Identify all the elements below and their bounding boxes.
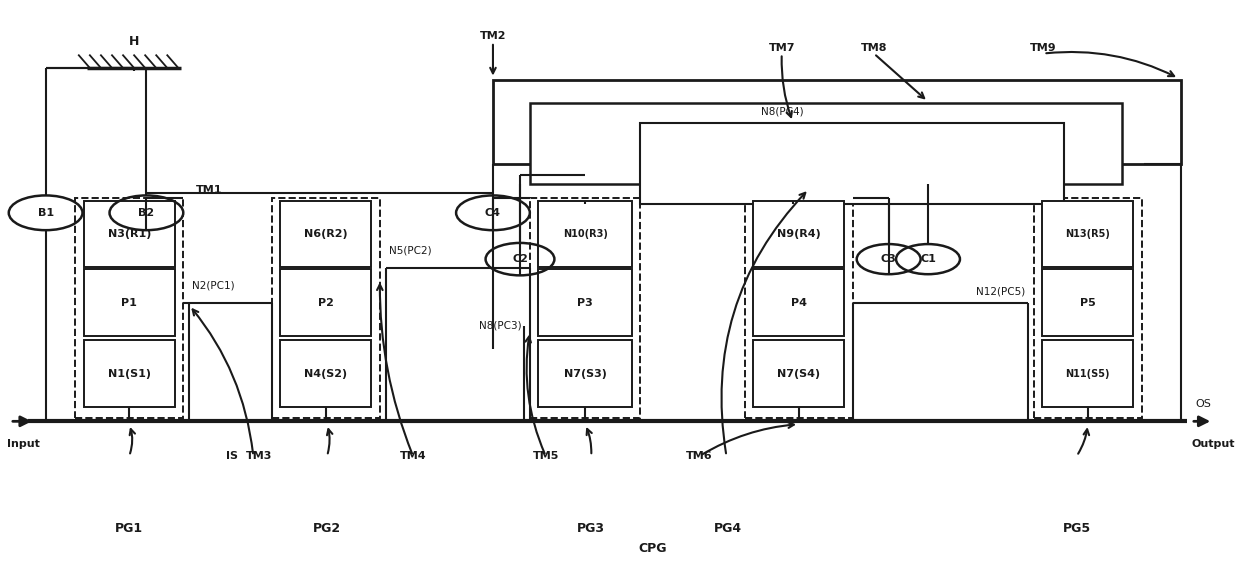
- Text: P4: P4: [791, 297, 807, 307]
- Bar: [754, 201, 844, 267]
- Text: P2: P2: [317, 297, 334, 307]
- Text: B1: B1: [37, 208, 53, 218]
- Bar: [745, 198, 853, 418]
- Text: Output: Output: [1192, 439, 1235, 449]
- Bar: [84, 269, 175, 336]
- Text: P5: P5: [1080, 297, 1096, 307]
- Bar: [1034, 198, 1142, 418]
- Text: PG2: PG2: [312, 522, 341, 535]
- Text: TM6: TM6: [686, 451, 713, 461]
- Text: N10(R3): N10(R3): [563, 229, 608, 239]
- Text: OS: OS: [1195, 399, 1211, 409]
- Text: TM4: TM4: [399, 451, 427, 461]
- Text: P3: P3: [578, 297, 593, 307]
- Bar: [640, 123, 1064, 204]
- Text: PG4: PG4: [714, 522, 742, 535]
- Text: N3(R1): N3(R1): [108, 229, 151, 239]
- Text: C4: C4: [485, 208, 501, 218]
- Bar: [84, 201, 175, 267]
- Text: C1: C1: [920, 254, 936, 264]
- Bar: [1043, 201, 1133, 267]
- Text: C2: C2: [512, 254, 528, 264]
- Text: TM2: TM2: [480, 31, 506, 41]
- Text: TM1: TM1: [196, 184, 222, 194]
- Text: P1: P1: [122, 297, 138, 307]
- Bar: [529, 103, 1122, 184]
- Bar: [84, 340, 175, 407]
- Text: IS: IS: [227, 451, 238, 461]
- Text: N1(S1): N1(S1): [108, 368, 151, 379]
- Text: N8(PC4): N8(PC4): [761, 107, 804, 116]
- Text: N6(R2): N6(R2): [304, 229, 347, 239]
- Bar: [280, 340, 371, 407]
- Text: N2(PC1): N2(PC1): [192, 280, 234, 290]
- Bar: [538, 340, 632, 407]
- Text: N12(PC5): N12(PC5): [976, 286, 1025, 296]
- Text: Input: Input: [7, 439, 40, 449]
- Text: N5(PC2): N5(PC2): [388, 246, 432, 255]
- Bar: [1043, 340, 1133, 407]
- Text: TM8: TM8: [861, 42, 887, 53]
- Text: B2: B2: [139, 208, 155, 218]
- Text: TM7: TM7: [769, 42, 795, 53]
- Bar: [529, 198, 640, 418]
- Bar: [754, 269, 844, 336]
- Bar: [1043, 269, 1133, 336]
- Text: N8(PC3): N8(PC3): [479, 321, 521, 331]
- Bar: [538, 269, 632, 336]
- Bar: [494, 80, 1182, 164]
- Text: TM3: TM3: [247, 451, 273, 461]
- Text: TM5: TM5: [533, 451, 559, 461]
- Text: N13(R5): N13(R5): [1065, 229, 1110, 239]
- Text: TM9: TM9: [1030, 42, 1056, 53]
- Text: N7(S4): N7(S4): [777, 368, 821, 379]
- Text: N9(R4): N9(R4): [777, 229, 821, 239]
- Bar: [280, 201, 371, 267]
- Text: N4(S2): N4(S2): [304, 368, 347, 379]
- Bar: [538, 201, 632, 267]
- Bar: [272, 198, 379, 418]
- Text: PG1: PG1: [115, 522, 144, 535]
- Text: C3: C3: [880, 254, 897, 264]
- Text: N11(S5): N11(S5): [1065, 368, 1110, 379]
- Text: H: H: [129, 36, 139, 48]
- Text: N7(S3): N7(S3): [564, 368, 606, 379]
- Bar: [76, 198, 184, 418]
- Text: PG3: PG3: [578, 522, 605, 535]
- Bar: [280, 269, 371, 336]
- Text: CPG: CPG: [639, 542, 667, 555]
- Text: PG5: PG5: [1063, 522, 1091, 535]
- Bar: [754, 340, 844, 407]
